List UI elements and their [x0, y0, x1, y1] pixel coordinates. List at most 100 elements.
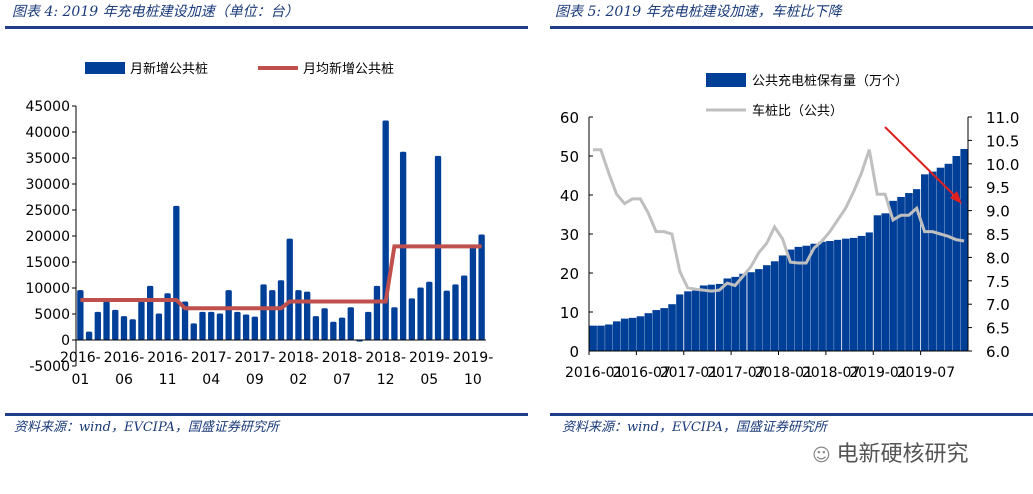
y-tick-label-right: 11.0	[986, 109, 1019, 127]
bar-monthly-new	[103, 301, 110, 340]
bar-monthly-new	[173, 205, 180, 340]
bar-monthly-new	[112, 309, 119, 340]
bar-public-chargers	[755, 269, 763, 351]
x-tick-label: 2018-07	[802, 365, 861, 381]
y-tick-label: 45000	[25, 99, 70, 115]
x-tick-label: 2019-	[453, 350, 494, 366]
bar-monthly-new	[146, 285, 154, 340]
y-tick-label-left: 10	[560, 304, 579, 322]
bar-public-chargers	[944, 163, 953, 351]
bar-monthly-new	[312, 316, 320, 340]
legend-label: 公共充电桩保有量（万个）	[752, 73, 908, 89]
bar-public-chargers	[857, 235, 866, 351]
bar-monthly-new	[242, 314, 250, 340]
bar-public-chargers	[920, 174, 929, 351]
bar-public-chargers	[636, 316, 645, 351]
bar-public-chargers	[897, 196, 905, 351]
y-tick-label-left: 20	[560, 265, 579, 283]
right-header-rule	[550, 26, 1033, 29]
bar-monthly-new	[295, 290, 302, 340]
bar-monthly-new	[129, 319, 136, 340]
bar-public-chargers	[589, 325, 597, 351]
bar-monthly-new	[94, 311, 101, 340]
bar-public-chargers	[684, 291, 692, 351]
x-tick-label: 2019-07	[897, 365, 956, 381]
bar-public-chargers	[928, 171, 937, 351]
y-tick-label-right: 6.0	[986, 343, 1010, 361]
y-tick-label-left: 0	[569, 343, 579, 361]
bar-public-chargers	[676, 294, 684, 351]
left-chart-title: 图表 4: 2019 年充电桩建设加速（单位：台）	[12, 4, 299, 20]
x-tick-label: 2016-	[104, 350, 145, 366]
left-header-rule	[5, 26, 528, 29]
legend-label: 车桩比（公共）	[752, 103, 843, 119]
x-tick-label: 11	[159, 372, 177, 388]
annotation-arrow	[884, 126, 959, 200]
bar-public-chargers	[620, 318, 629, 351]
bar-monthly-new	[391, 307, 398, 340]
y-tick-label: 0	[61, 333, 70, 349]
bar-monthly-new	[251, 316, 258, 340]
bar-public-chargers	[834, 239, 842, 351]
wechat-icon: ☺	[812, 445, 837, 466]
x-tick-label: 2019-01	[849, 365, 908, 381]
x-tick-label: 2016-	[147, 350, 188, 366]
x-tick-label: 2018-	[322, 350, 363, 366]
bar-public-chargers	[723, 278, 732, 351]
y-tick-label-right: 6.5	[986, 320, 1010, 338]
bar-public-chargers	[794, 246, 803, 351]
bar-monthly-new	[330, 321, 337, 340]
x-tick-label: 02	[290, 372, 308, 388]
x-tick-label: 2016-07	[612, 365, 671, 381]
legend-label: 月均新增公共桩	[303, 61, 394, 77]
bar-public-chargers	[652, 310, 661, 351]
bar-monthly-new	[373, 285, 381, 340]
bar-monthly-new	[382, 120, 389, 340]
bar-monthly-new	[164, 293, 171, 340]
bar-public-chargers	[889, 200, 897, 351]
y-tick-label-right: 7.0	[986, 296, 1010, 314]
y-tick-label-right: 10.0	[986, 156, 1019, 174]
bar-monthly-new	[155, 313, 163, 340]
bar-monthly-new	[304, 291, 311, 340]
bar-monthly-new	[216, 313, 224, 340]
bar-public-chargers	[668, 304, 676, 351]
x-tick-label: 10	[464, 372, 482, 388]
bar-public-chargers	[763, 265, 771, 351]
bar-monthly-new	[199, 311, 206, 340]
bar-monthly-new	[85, 331, 93, 340]
y-tick-label-left: 30	[560, 226, 579, 244]
watermark-text: 电新硬核研究	[836, 442, 969, 467]
bar-public-chargers	[770, 261, 779, 351]
x-tick-label: 12	[377, 372, 395, 388]
legend-label: 月新增公共桩	[130, 61, 208, 77]
bar-public-chargers	[660, 308, 668, 351]
y-tick-label: 15000	[25, 255, 70, 271]
y-tick-label: 20000	[25, 229, 70, 245]
bar-public-chargers	[786, 249, 795, 351]
line-monthly-average	[80, 244, 482, 311]
bar-public-chargers	[913, 189, 921, 351]
bar-public-chargers	[881, 213, 890, 351]
bar-public-chargers	[936, 167, 945, 351]
bar-monthly-new	[478, 234, 485, 340]
x-tick-label: 2018-	[365, 350, 406, 366]
y-tick-label-right: 9.0	[986, 203, 1010, 221]
bar-monthly-new	[190, 323, 197, 340]
x-tick-label: 2017-01	[660, 365, 719, 381]
y-tick-label-left: 50	[560, 148, 579, 166]
x-tick-label: 2019-	[409, 350, 450, 366]
bar-monthly-new	[77, 290, 84, 340]
bar-monthly-new	[443, 290, 450, 340]
bar-monthly-new	[469, 246, 477, 340]
bar-public-chargers	[605, 324, 613, 351]
bar-monthly-new	[234, 311, 241, 340]
y-tick-label: 30000	[25, 177, 70, 193]
bar-public-chargers	[841, 238, 850, 351]
bar-public-chargers	[810, 243, 818, 351]
y-tick-label-right: 10.5	[986, 132, 1019, 150]
bar-monthly-new	[461, 275, 468, 340]
bar-monthly-new	[321, 308, 328, 340]
bar-public-chargers	[731, 276, 740, 351]
